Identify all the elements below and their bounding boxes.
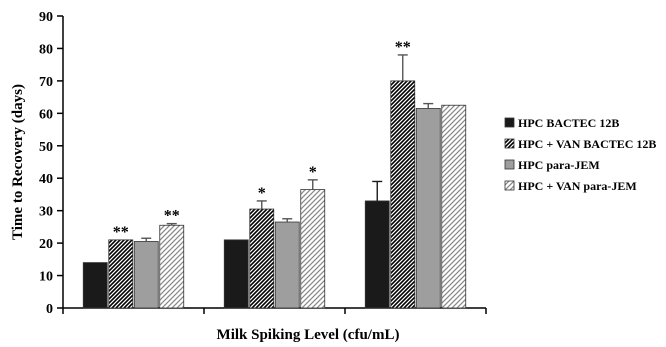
y-axis-title: Time to Recovery (days): [10, 84, 26, 240]
y-tick-label: 70: [39, 75, 53, 90]
significance-label: **: [395, 39, 411, 56]
legend: HPC BACTEC 12B HPC + VAN BACTEC 12B HPC pa…: [504, 116, 656, 193]
legend-label: HPC + VAN BACTEC 12B: [518, 137, 656, 151]
y-tick-label: 10: [39, 270, 53, 285]
legend-swatch: [504, 180, 515, 191]
bar: [300, 189, 326, 309]
y-tick-label: 50: [39, 140, 53, 155]
significance-label: *: [309, 164, 317, 181]
bar: [415, 108, 441, 309]
bar: [441, 104, 467, 309]
y-tick-label: 30: [39, 205, 53, 220]
y-tick-label: 0: [46, 302, 53, 317]
legend-label: HPC BACTEC 12B: [518, 116, 619, 130]
y-tick-label: 40: [39, 172, 53, 187]
y-tick-label: 20: [39, 237, 53, 252]
y-tick-label: 60: [39, 107, 53, 122]
x-axis-title: Milk Spiking Level (cfu/mL): [217, 327, 400, 343]
legend-swatch: [504, 117, 515, 128]
bar: [364, 200, 390, 309]
bar: [223, 239, 249, 309]
significance-label: **: [113, 224, 129, 241]
bar: [108, 239, 134, 309]
legend-swatch: [504, 138, 515, 149]
bar: [159, 224, 185, 309]
legend-swatch: [504, 159, 515, 170]
bar: [249, 208, 275, 309]
bar: [274, 221, 300, 309]
y-tick-label: 90: [39, 10, 53, 25]
bar: [133, 241, 159, 309]
significance-label: *: [258, 185, 266, 202]
legend-label: HPC + VAN para-JEM: [518, 179, 637, 193]
legend-label: HPC para-JEM: [518, 158, 600, 172]
bar: [390, 80, 416, 309]
y-tick-label: 80: [39, 42, 53, 57]
bar: [82, 262, 108, 309]
significance-label: **: [164, 208, 180, 225]
